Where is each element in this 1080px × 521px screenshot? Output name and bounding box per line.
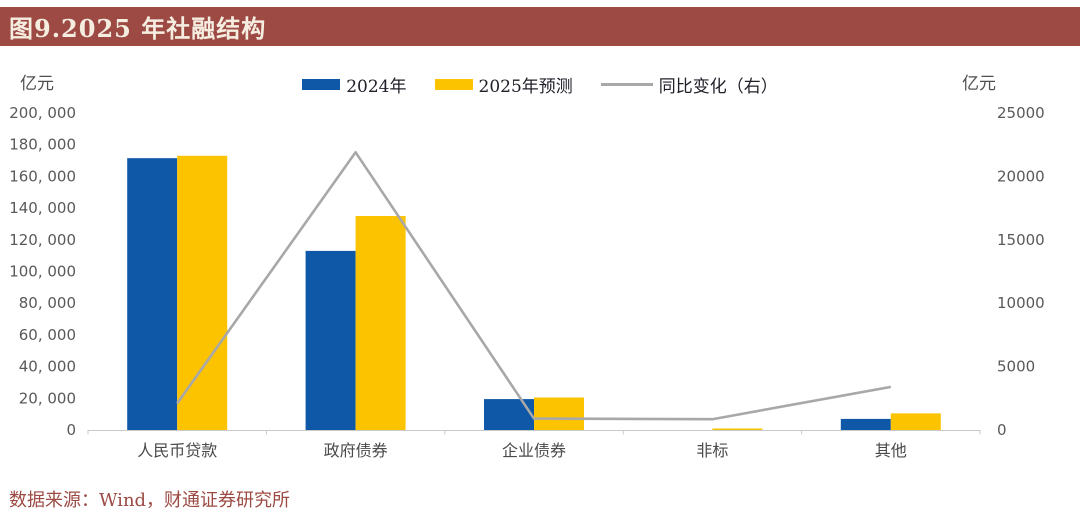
legend-item-yoy-change: 同比变化（右）: [600, 72, 778, 97]
bar-2025年预测-其他: [890, 413, 941, 430]
bar-2024年-其他: [840, 418, 891, 430]
bar-2024年-政府债券: [305, 250, 356, 430]
legend-label-2025-forecast: 2025年预测: [478, 77, 573, 97]
bar-2025年预测-非标: [712, 428, 763, 430]
left-axis-tick-label: 40, 000: [19, 358, 76, 376]
bar-2025年预测-人民币贷款: [177, 155, 228, 431]
left-axis-tick-label: 20, 000: [19, 389, 76, 407]
left-axis-tick-label: 160, 000: [9, 167, 76, 185]
x-axis-category-label: 非标: [696, 441, 728, 460]
bar-2024年-企业债券: [484, 399, 534, 430]
legend-item-2024: 2024年: [302, 72, 407, 97]
left-axis-tick-label: 140, 000: [9, 199, 76, 217]
right-axis-tick-label: 15000: [997, 231, 1045, 249]
right-axis-tick-label: 25000: [997, 104, 1045, 122]
left-axis-tick-label: 200, 000: [9, 104, 76, 122]
x-axis-category-label: 政府债券: [324, 441, 388, 460]
x-axis-category-label: 其他: [875, 441, 907, 460]
right-axis-tick-label: 0: [997, 421, 1007, 439]
right-axis-tick-label: 5000: [997, 358, 1035, 376]
right-axis-tick-label: 20000: [997, 167, 1045, 185]
right-axis-tick-label: 10000: [997, 294, 1045, 312]
legend-swatch-2025-icon: [434, 79, 473, 90]
left-axis-tick-label: 80, 000: [19, 294, 76, 312]
data-source: 数据来源：Wind，财通证券研究所: [9, 490, 291, 511]
chart-legend: 2024年 2025年预测 同比变化（右）: [0, 72, 1080, 97]
figure-title-bar: 图9.2025 年社融结构: [0, 7, 1080, 46]
x-axis-category-label: 人民币贷款: [137, 441, 217, 460]
bar-2025年预测-政府债券: [355, 216, 406, 430]
left-axis-tick-label: 0: [66, 421, 76, 439]
left-axis-tick-label: 180, 000: [9, 136, 76, 154]
left-axis-tick-label: 60, 000: [19, 326, 76, 344]
legend-item-2025-forecast: 2025年预测: [434, 72, 573, 97]
legend-label-2024: 2024年: [346, 77, 407, 97]
figure-title: 图9.2025 年社融结构: [9, 14, 267, 43]
left-axis-unit: 亿元: [20, 74, 54, 94]
legend-swatch-2024-icon: [302, 79, 341, 90]
left-axis-tick-label: 120, 000: [9, 231, 76, 249]
x-axis-category-label: 企业债券: [502, 441, 566, 460]
bar-2024年-人民币贷款: [127, 158, 178, 431]
legend-swatch-yoy-line-icon: [600, 83, 653, 86]
left-axis-tick-label: 100, 000: [9, 263, 76, 281]
right-axis-unit: 亿元: [962, 74, 996, 94]
legend-label-yoy-change: 同比变化（右）: [658, 77, 778, 97]
bar-2025年预测-企业债券: [534, 397, 584, 430]
yoy-change-line: [176, 151, 892, 421]
